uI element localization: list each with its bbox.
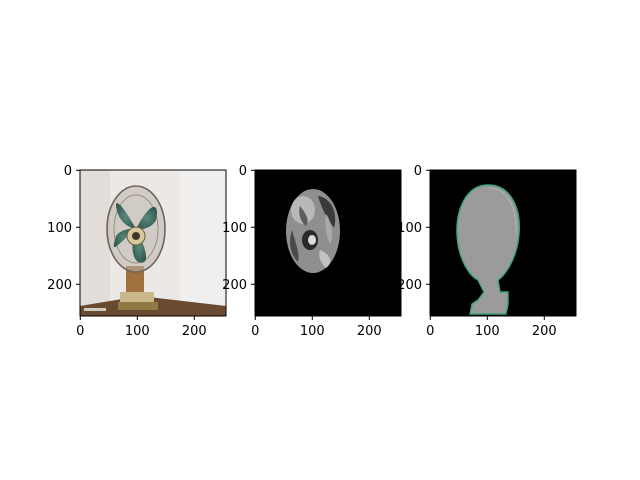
panel-grayscale-xtick-200: 200	[357, 324, 382, 339]
panel-original-frame	[79, 169, 227, 317]
panel-original-ytick-0: 0	[64, 164, 72, 179]
panel-silhouette-frame	[429, 169, 577, 317]
panel-grayscale-mask: 0 100 200 0 100 200	[222, 164, 402, 339]
panel-original: 0 100 200 0 100 200	[47, 164, 227, 339]
panel-silhouette-ytick-100: 100	[397, 221, 422, 236]
grayscale-segment-image	[255, 170, 401, 316]
panel-silhouette-xticks: 0 100 200	[426, 316, 557, 339]
original-photo-image	[80, 170, 226, 316]
panel-grayscale-xticks: 0 100 200	[251, 316, 382, 339]
panel-silhouette-ytick-200: 200	[397, 278, 422, 293]
panel-grayscale-ytick-200: 200	[222, 278, 247, 293]
panel-grayscale-xtick-0: 0	[251, 324, 259, 339]
panel-grayscale-frame	[254, 169, 402, 317]
panel-original-xtick-0: 0	[76, 324, 84, 339]
panel-silhouette-xtick-100: 100	[475, 324, 500, 339]
panel-original-xtick-200: 200	[182, 324, 207, 339]
panel-original-xtick-100: 100	[125, 324, 150, 339]
panel-original-ytick-200: 200	[47, 278, 72, 293]
panel-silhouette: 0 100 200 0 100 200	[397, 164, 577, 339]
panel-grayscale-ytick-100: 100	[222, 221, 247, 236]
panel-silhouette-yticks: 0 100 200	[397, 164, 430, 293]
panel-silhouette-xtick-200: 200	[532, 324, 557, 339]
panel-grayscale-xtick-100: 100	[300, 324, 325, 339]
panel-silhouette-ytick-0: 0	[414, 164, 422, 179]
panel-original-ytick-100: 100	[47, 221, 72, 236]
silhouette-segment-image	[430, 170, 576, 316]
panel-grayscale-yticks: 0 100 200	[222, 164, 255, 293]
panel-original-yticks: 0 100 200	[47, 164, 80, 293]
panel-original-xticks: 0 100 200	[76, 316, 207, 339]
panel-silhouette-xtick-0: 0	[426, 324, 434, 339]
panel-grayscale-ytick-0: 0	[239, 164, 247, 179]
